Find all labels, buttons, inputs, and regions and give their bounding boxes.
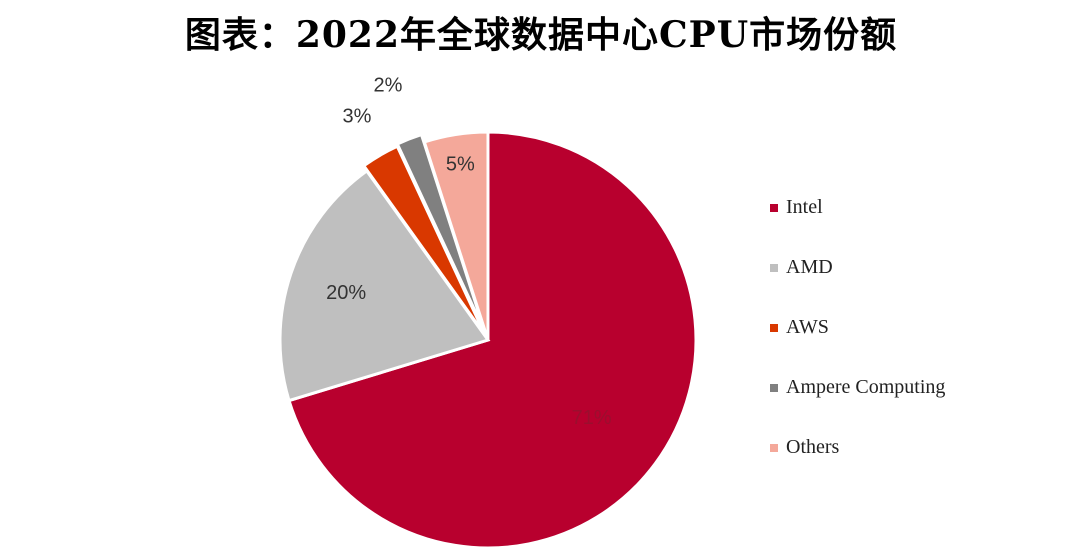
legend-swatch <box>770 264 778 272</box>
data-label-aws: 3% <box>343 106 372 128</box>
legend-swatch <box>770 384 778 392</box>
pie-slice-ampere-computing <box>395 132 487 334</box>
pie-slice-amd <box>278 168 491 403</box>
data-label-amd: 20% <box>326 282 366 304</box>
legend-swatch <box>770 444 778 452</box>
data-label-intel: 71% <box>572 407 612 429</box>
legend-item-ampere-computing: Ampere Computing <box>770 376 945 436</box>
legend-item-intel: Intel <box>770 196 945 256</box>
pie-slice-others <box>422 130 490 341</box>
legend-label: Intel <box>786 196 823 218</box>
chart-title: 图表：2022年全球数据中心CPU市场份额 <box>184 14 898 56</box>
legend-label: AMD <box>786 256 833 278</box>
data-label-ampere-computing: 2% <box>374 75 403 97</box>
data-label-others: 5% <box>446 153 475 175</box>
legend-item-aws: AWS <box>770 316 945 376</box>
legend-label: Others <box>786 436 840 458</box>
legend-label: AWS <box>786 316 829 338</box>
pie-slice-intel <box>287 130 698 550</box>
legend-item-amd: AMD <box>770 256 945 316</box>
legend: Intel AMD AWS Ampere Computing Others <box>770 196 945 496</box>
legend-swatch <box>770 204 778 212</box>
legend-label: Ampere Computing <box>786 376 946 398</box>
legend-item-others: Others <box>770 436 945 496</box>
legend-swatch <box>770 324 778 332</box>
